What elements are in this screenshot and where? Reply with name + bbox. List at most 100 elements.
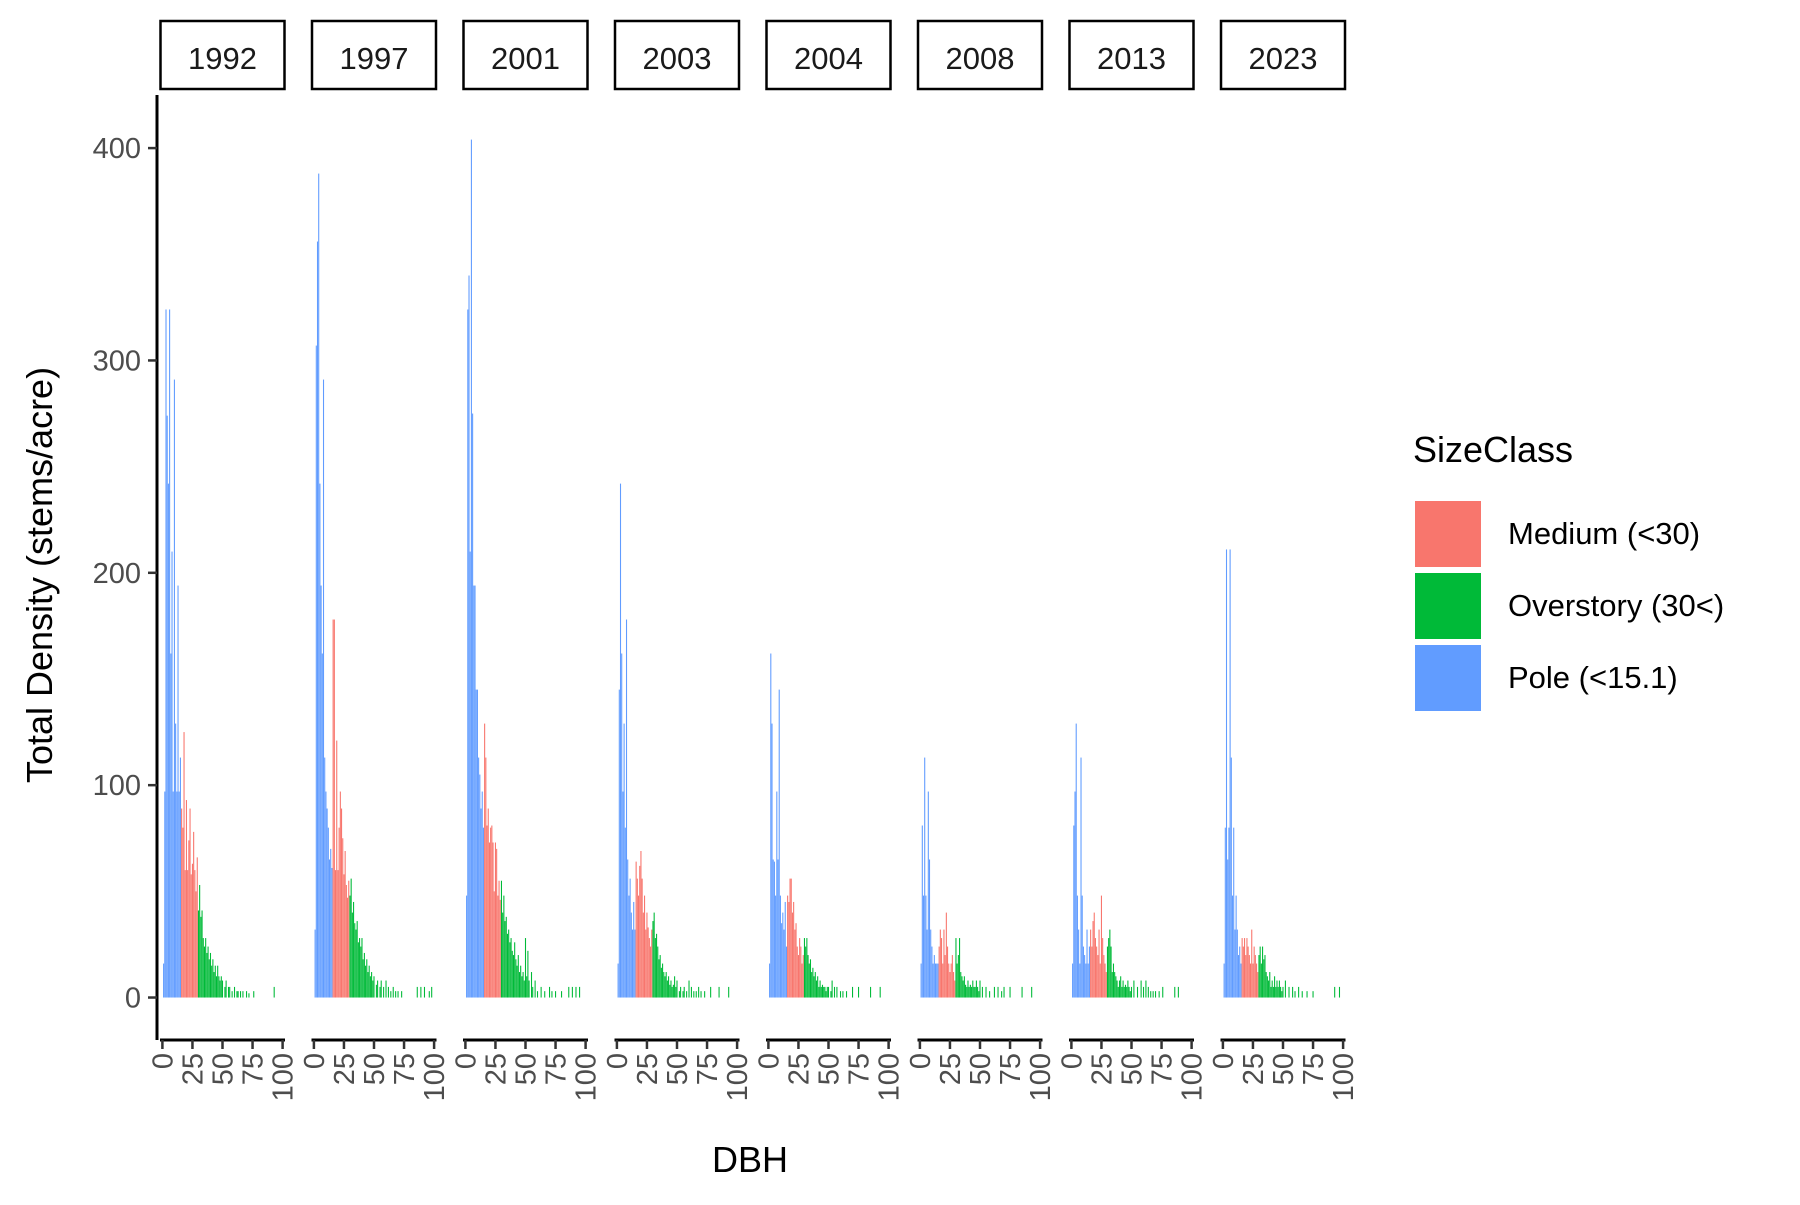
bar-pole (472, 413, 474, 998)
x-tick-label: 50 (1268, 1053, 1300, 1085)
bar-overstory (1162, 986, 1164, 998)
bar-overstory (971, 986, 973, 998)
bar-medium (802, 955, 804, 998)
bar-pole (322, 379, 325, 998)
bar-pole (331, 867, 333, 998)
bar-overstory (1306, 991, 1308, 998)
bar-overstory (870, 986, 872, 998)
bar-overstory (1021, 986, 1023, 998)
bar-overstory (656, 933, 658, 998)
bar-overstory (1262, 946, 1264, 998)
bar-medium (650, 946, 652, 998)
bar-medium (1247, 946, 1249, 998)
bar-overstory (200, 916, 202, 998)
bar-pole (785, 946, 787, 998)
bar-overstory (662, 963, 664, 998)
bar-overstory (362, 959, 364, 998)
bar-medium (1093, 912, 1095, 998)
bar-overstory (373, 976, 375, 998)
bar-medium (1098, 929, 1100, 998)
bar-overstory (683, 986, 685, 998)
bar-overstory (203, 946, 206, 998)
bar-medium (794, 929, 796, 998)
bar-overstory (827, 986, 830, 998)
bar-overstory (666, 980, 668, 998)
x-tick-label: 25 (329, 1053, 361, 1085)
bar-overstory (568, 986, 570, 998)
bar-pole (934, 963, 937, 998)
bar-pole (932, 963, 934, 998)
bar-overstory (686, 991, 688, 998)
x-tick-label: 50 (511, 1053, 543, 1085)
bar-pole (171, 551, 173, 998)
x-tick-label: 25 (480, 1053, 512, 1085)
x-tick-label: 25 (935, 1053, 967, 1085)
bar-overstory (1117, 986, 1119, 998)
bar-pole (179, 757, 181, 998)
bar-overstory (845, 991, 848, 998)
bar-overstory (807, 955, 809, 998)
x-tick-label: 75 (1147, 1053, 1179, 1085)
bar-overstory (555, 991, 557, 998)
bar-pole (1076, 895, 1078, 998)
bar-overstory (1108, 938, 1110, 998)
bar-overstory (220, 976, 222, 998)
bar-overstory (814, 972, 816, 998)
bar-pole (922, 895, 925, 998)
bar-overstory (963, 976, 965, 998)
bar-medium (343, 874, 345, 998)
bar-overstory (215, 976, 218, 998)
bar-pole (321, 653, 323, 998)
facet-strip (916, 19, 1044, 91)
legend-key-overstory (1415, 573, 1481, 639)
bar-medium (1099, 963, 1101, 998)
bar-overstory (1275, 986, 1277, 998)
bar-overstory (682, 991, 684, 998)
bar-overstory (820, 986, 822, 998)
bar-overstory (978, 991, 980, 998)
bar-group (617, 483, 730, 998)
bar-overstory (962, 980, 964, 998)
bar-medium (332, 619, 334, 998)
bar-overstory (205, 938, 207, 998)
bar-overstory (678, 991, 680, 998)
bar-overstory (349, 895, 351, 998)
bar-pole (920, 963, 922, 998)
bar-overstory (1106, 946, 1109, 998)
bar-overstory (663, 972, 665, 998)
bar-pole (629, 878, 631, 998)
bar-pole (1088, 946, 1090, 998)
bar-medium (334, 870, 337, 998)
bar-medium (493, 891, 495, 998)
legend-label-medium: Medium (<30) (1508, 516, 1700, 551)
bar-overstory (575, 986, 577, 998)
bar-pole (772, 859, 774, 998)
bar-medium (790, 878, 792, 998)
bar-overstory (669, 984, 671, 998)
bar-pole (173, 379, 175, 998)
bar-pole (466, 895, 468, 998)
bar-pole (165, 309, 167, 998)
bar-overstory (823, 986, 825, 998)
bar-pole (319, 483, 321, 998)
bar-medium (195, 891, 197, 998)
bar-overstory (812, 967, 814, 998)
bar-overstory (1301, 991, 1303, 998)
bar-overstory (518, 972, 521, 998)
bar-overstory (819, 980, 821, 998)
bar-overstory (654, 938, 656, 998)
bar-overstory (1147, 986, 1149, 998)
bar-medium (183, 732, 185, 998)
bar-overstory (704, 991, 706, 998)
bar-overstory (1284, 980, 1286, 998)
bar-overstory (506, 933, 509, 998)
bar-overstory (377, 980, 379, 998)
bar-pole (1233, 827, 1235, 998)
x-tick-label: 0 (602, 1053, 634, 1069)
x-tick-label: 25 (632, 1053, 664, 1085)
bar-pole (1239, 946, 1241, 998)
bar-medium (487, 808, 489, 998)
